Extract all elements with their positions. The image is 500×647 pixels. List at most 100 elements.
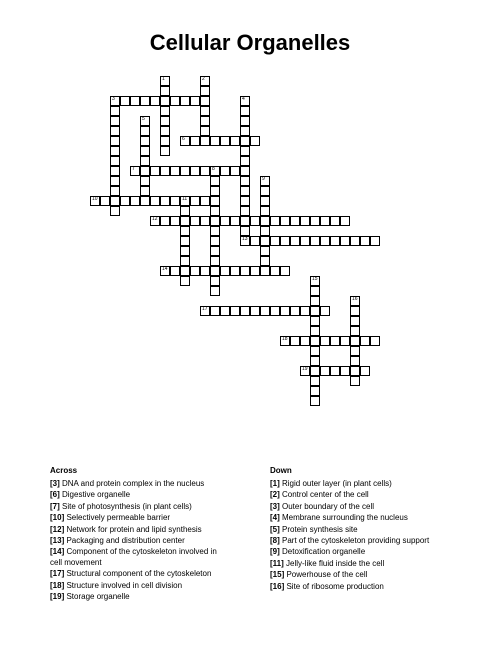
crossword-cell[interactable] (210, 286, 220, 296)
crossword-cell[interactable] (110, 186, 120, 196)
crossword-cell[interactable] (260, 306, 270, 316)
crossword-cell[interactable] (210, 216, 220, 226)
crossword-cell[interactable] (160, 216, 170, 226)
crossword-cell[interactable] (320, 366, 330, 376)
crossword-cell[interactable] (310, 366, 320, 376)
crossword-cell[interactable] (300, 216, 310, 226)
crossword-cell[interactable] (180, 256, 190, 266)
crossword-cell[interactable] (180, 216, 190, 226)
crossword-cell[interactable]: 15 (310, 276, 320, 286)
crossword-cell[interactable] (240, 306, 250, 316)
crossword-cell[interactable] (240, 226, 250, 236)
crossword-cell[interactable]: 2 (200, 76, 210, 86)
crossword-cell[interactable] (310, 396, 320, 406)
crossword-cell[interactable]: 1 (160, 76, 170, 86)
crossword-cell[interactable] (140, 156, 150, 166)
crossword-cell[interactable] (210, 186, 220, 196)
crossword-cell[interactable] (220, 216, 230, 226)
crossword-cell[interactable]: 5 (140, 116, 150, 126)
crossword-cell[interactable] (210, 246, 220, 256)
crossword-cell[interactable] (330, 366, 340, 376)
crossword-cell[interactable] (110, 176, 120, 186)
crossword-cell[interactable] (200, 86, 210, 96)
crossword-cell[interactable] (240, 116, 250, 126)
crossword-cell[interactable] (110, 156, 120, 166)
crossword-cell[interactable] (360, 236, 370, 246)
crossword-cell[interactable] (180, 96, 190, 106)
crossword-cell[interactable] (310, 286, 320, 296)
crossword-cell[interactable] (120, 196, 130, 206)
crossword-cell[interactable] (160, 96, 170, 106)
crossword-cell[interactable] (370, 336, 380, 346)
crossword-cell[interactable] (260, 206, 270, 216)
crossword-cell[interactable] (290, 306, 300, 316)
crossword-cell[interactable] (240, 206, 250, 216)
crossword-cell[interactable] (280, 236, 290, 246)
crossword-cell[interactable] (170, 216, 180, 226)
crossword-cell[interactable] (170, 196, 180, 206)
crossword-cell[interactable] (250, 266, 260, 276)
crossword-cell[interactable] (130, 96, 140, 106)
crossword-cell[interactable] (110, 126, 120, 136)
crossword-cell[interactable] (230, 166, 240, 176)
crossword-cell[interactable] (250, 216, 260, 226)
crossword-cell[interactable] (250, 236, 260, 246)
crossword-cell[interactable] (270, 236, 280, 246)
crossword-cell[interactable] (190, 96, 200, 106)
crossword-cell[interactable] (350, 236, 360, 246)
crossword-cell[interactable] (200, 136, 210, 146)
crossword-cell[interactable] (160, 136, 170, 146)
crossword-cell[interactable] (110, 136, 120, 146)
crossword-cell[interactable]: 17 (200, 306, 210, 316)
crossword-cell[interactable] (200, 106, 210, 116)
crossword-cell[interactable] (200, 216, 210, 226)
crossword-cell[interactable] (220, 266, 230, 276)
crossword-cell[interactable]: 18 (280, 336, 290, 346)
crossword-cell[interactable] (270, 306, 280, 316)
crossword-cell[interactable] (230, 136, 240, 146)
crossword-cell[interactable]: 3 (110, 96, 120, 106)
crossword-cell[interactable] (350, 306, 360, 316)
crossword-cell[interactable] (310, 216, 320, 226)
crossword-cell[interactable] (240, 176, 250, 186)
crossword-cell[interactable] (240, 136, 250, 146)
crossword-cell[interactable] (180, 276, 190, 286)
crossword-cell[interactable] (180, 206, 190, 216)
crossword-cell[interactable] (360, 366, 370, 376)
crossword-cell[interactable] (180, 246, 190, 256)
crossword-cell[interactable] (120, 96, 130, 106)
crossword-cell[interactable] (320, 216, 330, 226)
crossword-cell[interactable] (200, 116, 210, 126)
crossword-cell[interactable] (210, 276, 220, 286)
crossword-cell[interactable] (160, 146, 170, 156)
crossword-cell[interactable] (350, 336, 360, 346)
crossword-cell[interactable] (140, 96, 150, 106)
crossword-cell[interactable]: 13 (240, 236, 250, 246)
crossword-cell[interactable] (240, 266, 250, 276)
crossword-cell[interactable] (260, 266, 270, 276)
crossword-cell[interactable] (110, 196, 120, 206)
crossword-cell[interactable] (110, 166, 120, 176)
crossword-cell[interactable] (350, 356, 360, 366)
crossword-cell[interactable] (310, 346, 320, 356)
crossword-cell[interactable] (310, 236, 320, 246)
crossword-cell[interactable] (240, 186, 250, 196)
crossword-cell[interactable] (160, 166, 170, 176)
crossword-cell[interactable] (240, 156, 250, 166)
crossword-cell[interactable] (220, 306, 230, 316)
crossword-cell[interactable]: 16 (350, 296, 360, 306)
crossword-cell[interactable] (200, 96, 210, 106)
crossword-cell[interactable] (150, 166, 160, 176)
crossword-cell[interactable] (110, 116, 120, 126)
crossword-cell[interactable] (310, 296, 320, 306)
crossword-cell[interactable] (260, 226, 270, 236)
crossword-cell[interactable] (350, 326, 360, 336)
crossword-cell[interactable]: 6 (180, 136, 190, 146)
crossword-cell[interactable] (340, 236, 350, 246)
crossword-cell[interactable] (270, 266, 280, 276)
crossword-cell[interactable] (200, 196, 210, 206)
crossword-cell[interactable] (150, 196, 160, 206)
crossword-cell[interactable] (260, 246, 270, 256)
crossword-cell[interactable] (180, 266, 190, 276)
crossword-cell[interactable] (180, 226, 190, 236)
